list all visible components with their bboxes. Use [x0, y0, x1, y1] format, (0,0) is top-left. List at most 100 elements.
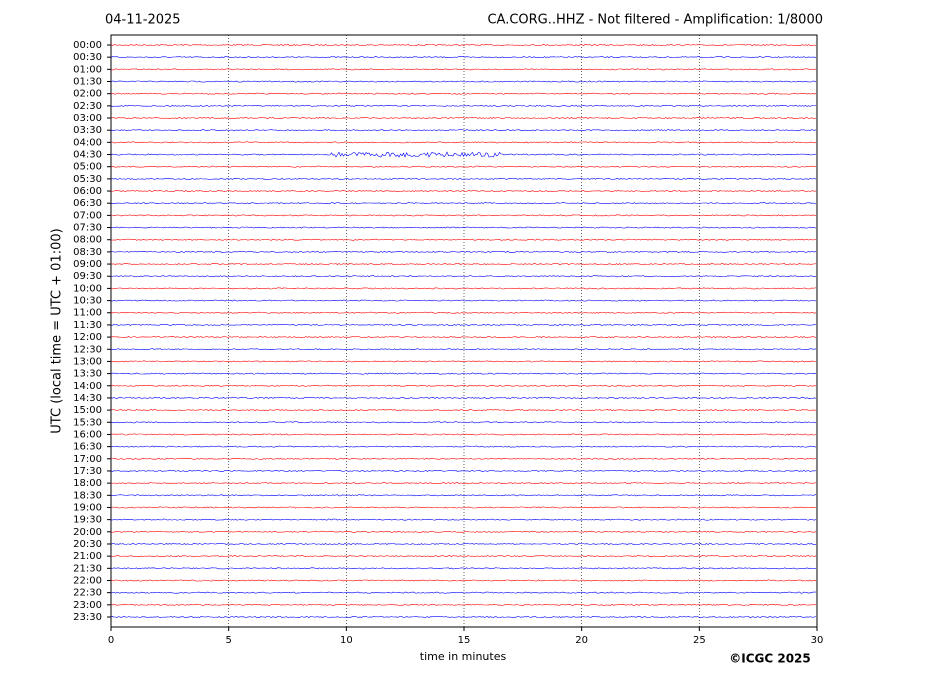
y-tick-label: 13:30 — [73, 369, 102, 380]
trace — [110, 457, 817, 460]
y-tick-label: 00:30 — [73, 52, 102, 63]
y-tick-label: 02:00 — [73, 89, 102, 100]
trace — [110, 80, 817, 83]
trace — [110, 226, 817, 229]
y-tick-label: 17:00 — [73, 454, 102, 465]
y-tick-label: 18:00 — [73, 478, 102, 489]
y-tick-label: 06:00 — [73, 186, 102, 197]
trace — [110, 409, 817, 412]
trace — [110, 250, 817, 253]
y-tick-label: 02:30 — [73, 101, 102, 112]
trace — [110, 104, 816, 107]
date: 04-11-2025 — [105, 13, 181, 28]
trace — [110, 530, 817, 533]
y-tick-label: 08:30 — [73, 247, 102, 258]
y-tick-label: 01:00 — [73, 64, 102, 75]
y-tick-label: 21:30 — [73, 563, 102, 574]
trace — [110, 567, 817, 570]
trace — [110, 287, 817, 290]
y-tick-label: 09:30 — [73, 271, 102, 282]
x-tick-label: 30 — [811, 635, 824, 646]
x-tick-label: 20 — [575, 635, 588, 646]
credit: ©ICGC 2025 — [729, 652, 811, 666]
y-tick-label: 20:00 — [73, 527, 102, 538]
y-tick-label: 10:00 — [73, 283, 102, 294]
trace — [110, 543, 816, 545]
trace — [110, 372, 817, 375]
trace — [110, 506, 817, 509]
y-tick-label: 22:30 — [73, 588, 102, 599]
y-tick-label: 04:00 — [73, 137, 102, 148]
y-tick-label: 07:30 — [73, 223, 102, 234]
trace — [110, 202, 817, 205]
y-tick-label: 00:00 — [73, 40, 102, 51]
y-tick-label: 15:00 — [73, 405, 102, 416]
y-tick-label: 05:30 — [73, 174, 102, 185]
y-tick-label: 01:30 — [73, 77, 102, 88]
trace — [110, 190, 817, 192]
y-tick-label: 11:00 — [73, 308, 102, 319]
y-tick-label: 20:30 — [73, 539, 102, 550]
trace — [110, 470, 817, 472]
trace — [110, 360, 817, 363]
trace — [110, 165, 817, 168]
trace — [110, 384, 817, 387]
y-axis-label: UTC (local time = UTC + 01:00) — [50, 228, 65, 433]
trace — [110, 616, 817, 618]
y-tick-label: 08:00 — [73, 235, 102, 246]
y-tick-label: 17:30 — [73, 466, 102, 477]
trace — [110, 591, 816, 594]
trace — [110, 396, 817, 399]
trace — [111, 141, 817, 144]
y-tick-label: 16:30 — [73, 442, 102, 453]
x-tick-label: 10 — [340, 635, 353, 646]
plot-frame — [110, 34, 818, 628]
y-tick-label: 10:30 — [73, 296, 102, 307]
trace — [110, 56, 817, 59]
y-tick-label: 09:00 — [73, 259, 102, 270]
trace — [111, 92, 817, 95]
trace — [110, 336, 817, 339]
chart-title: CA.CORG..HHZ - Not filtered - Amplificat… — [487, 13, 823, 28]
trace — [110, 275, 817, 278]
trace — [110, 323, 817, 326]
trace — [110, 299, 817, 302]
trace — [110, 117, 817, 119]
y-tick-label: 21:00 — [73, 551, 102, 562]
y-tick-label: 06:30 — [73, 198, 102, 209]
y-tick-label: 23:30 — [73, 612, 102, 623]
trace — [110, 129, 817, 132]
y-tick-label: 03:30 — [73, 125, 102, 136]
y-tick-label: 12:30 — [73, 344, 102, 355]
y-tick-label: 13:00 — [73, 356, 102, 367]
y-tick-label: 14:30 — [73, 393, 102, 404]
trace — [110, 433, 817, 436]
trace — [110, 603, 817, 606]
trace — [110, 151, 817, 158]
trace — [110, 68, 817, 71]
trace — [110, 311, 817, 314]
trace — [110, 238, 817, 241]
y-tick-label: 11:30 — [73, 320, 102, 331]
x-tick-label: 5 — [225, 635, 231, 646]
y-tick-label: 14:00 — [73, 381, 102, 392]
trace — [110, 214, 817, 217]
trace — [111, 348, 817, 351]
y-tick-label: 15:30 — [73, 417, 102, 428]
x-tick-label: 25 — [693, 635, 706, 646]
trace — [110, 555, 817, 558]
trace — [110, 518, 817, 521]
y-tick-label: 03:00 — [73, 113, 102, 124]
x-tick-label: 0 — [108, 635, 114, 646]
y-tick-label: 07:00 — [73, 210, 102, 221]
y-tick-label: 19:00 — [73, 502, 102, 513]
y-tick-label: 19:30 — [73, 515, 102, 526]
y-tick-label: 23:00 — [73, 600, 102, 611]
y-tick-label: 04:30 — [73, 150, 102, 161]
trace — [110, 421, 817, 424]
trace — [110, 263, 817, 266]
y-tick-label: 12:00 — [73, 332, 102, 343]
trace — [110, 579, 817, 582]
y-tick-label: 16:00 — [73, 429, 102, 440]
